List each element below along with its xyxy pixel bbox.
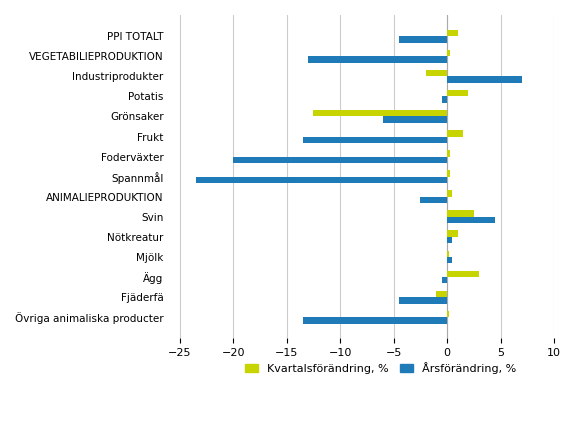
Bar (447, 250, 449, 257)
Bar (196, 177, 447, 183)
Bar (399, 36, 447, 43)
Bar (447, 76, 522, 83)
Bar (308, 56, 447, 63)
Bar (447, 257, 453, 264)
Bar (313, 110, 447, 116)
Bar (447, 50, 450, 56)
Bar (447, 90, 468, 96)
Bar (447, 30, 458, 36)
Bar (447, 150, 450, 157)
Bar (447, 170, 450, 177)
Bar (447, 130, 463, 137)
Bar (447, 210, 474, 217)
Bar (447, 271, 479, 277)
Bar (442, 277, 447, 283)
Bar (442, 96, 447, 103)
Bar (303, 137, 447, 143)
Bar (233, 157, 447, 163)
Bar (447, 217, 495, 223)
Bar (447, 190, 453, 197)
Bar (447, 231, 458, 237)
Bar (437, 291, 447, 297)
Legend: Kvartalsförändring, %, Årsförändring, %: Kvartalsförändring, %, Årsförändring, % (241, 357, 521, 378)
Bar (426, 70, 447, 76)
Bar (447, 311, 449, 317)
Bar (420, 197, 447, 203)
Bar (447, 237, 453, 243)
Bar (399, 297, 447, 304)
Bar (303, 317, 447, 324)
Bar (383, 116, 447, 123)
